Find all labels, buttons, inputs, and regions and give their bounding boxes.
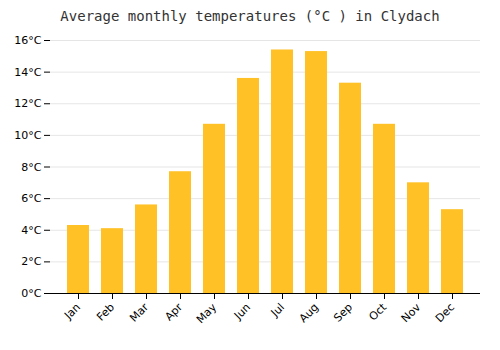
svg-text:May: May [194, 300, 220, 326]
svg-text:Jul: Jul [268, 301, 287, 320]
svg-text:Mar: Mar [127, 300, 151, 324]
svg-text:0°C: 0°C [21, 287, 41, 300]
html-text:Average monthly temperatures (: Average monthly temperatures (°C ) in Cl… [60, 8, 440, 24]
svg-text:Feb: Feb [94, 301, 117, 324]
svg-text:6°C: 6°C [21, 192, 41, 205]
svg-text:Jun: Jun [231, 301, 253, 323]
svg-text:Sep: Sep [331, 301, 355, 325]
svg-text:Nov: Nov [399, 300, 424, 325]
svg-text:Apr: Apr [162, 300, 185, 323]
svg-text:10°C: 10°C [14, 129, 41, 142]
svg-text:2°C: 2°C [21, 255, 41, 268]
svg-text:Jan: Jan [61, 301, 83, 323]
svg-text:Aug: Aug [297, 301, 321, 325]
svg-text:16°C: 16°C [14, 34, 41, 47]
svg-text:8°C: 8°C [21, 161, 41, 174]
svg-text:14°C: 14°C [14, 66, 41, 79]
svg-text:12°C: 12°C [14, 97, 41, 110]
svg-text:Dec: Dec [433, 301, 457, 325]
svg-text:Oct: Oct [366, 300, 389, 323]
svg-text:4°C: 4°C [21, 224, 41, 237]
